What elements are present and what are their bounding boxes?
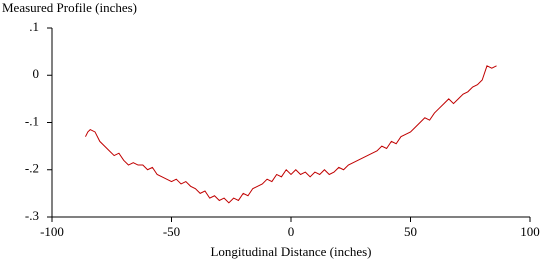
- x-tick-label: -50: [163, 224, 180, 239]
- y-tick-label: -.1: [25, 113, 39, 128]
- y-axis-label: Measured Profile (inches): [2, 0, 137, 15]
- y-tick-label: -.3: [25, 208, 39, 223]
- x-tick-label: -100: [40, 224, 64, 239]
- x-tick-label: 50: [404, 224, 417, 239]
- y-tick-label: .1: [29, 19, 39, 34]
- y-tick-label: 0: [33, 66, 40, 81]
- profile-line: [85, 65, 497, 204]
- x-axis-label: Longitudinal Distance (inches): [210, 244, 371, 259]
- x-tick-label: 0: [288, 224, 295, 239]
- x-tick-label: 100: [520, 224, 540, 239]
- y-tick-label: -.2: [25, 161, 39, 176]
